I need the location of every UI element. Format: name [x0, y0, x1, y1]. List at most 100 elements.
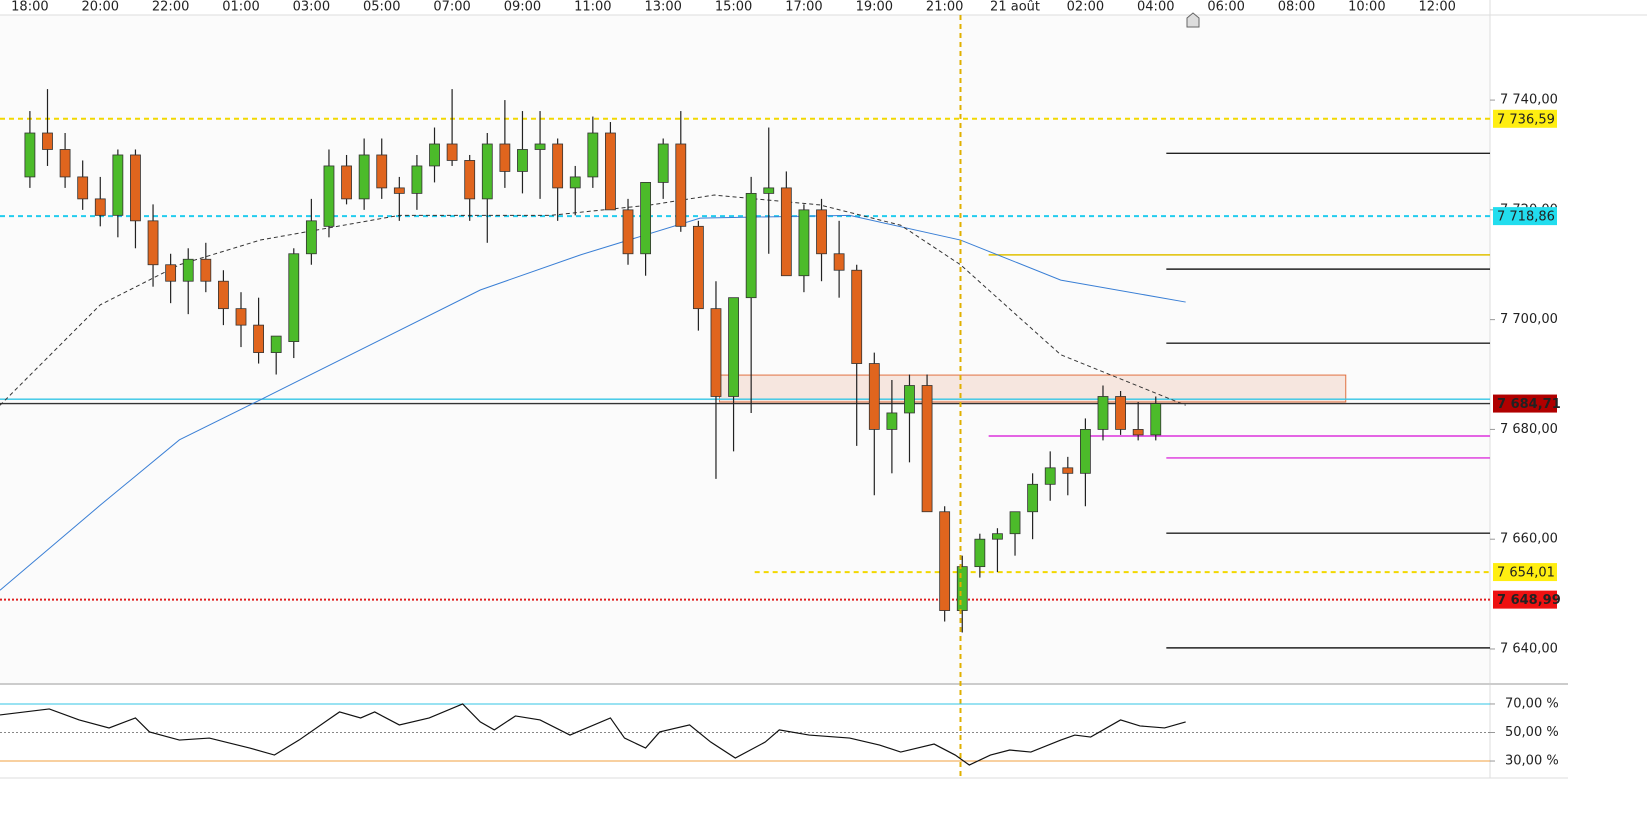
candle-body [77, 176, 89, 200]
x-tick-label: 20:00 [82, 0, 119, 15]
candle-body [1009, 511, 1021, 535]
candle-body [270, 335, 282, 353]
zone [718, 374, 1347, 403]
x-tick-label: 15:00 [715, 0, 752, 15]
price-badge-label: 7 654,01 [1497, 566, 1555, 581]
candle-body [1027, 483, 1039, 513]
candle-body [464, 160, 476, 200]
candle-body [710, 308, 722, 397]
home-icon[interactable] [1186, 12, 1200, 28]
moving-average [0, 214, 1186, 591]
candle-body [939, 511, 951, 611]
candle-body [640, 182, 652, 255]
candle-body [182, 258, 194, 282]
candle-body [94, 198, 106, 216]
y-tick-label: 7 640,00 [1500, 641, 1558, 656]
candle-body [165, 264, 177, 282]
candle-body [1079, 429, 1091, 474]
candle-body [429, 143, 440, 167]
x-tick-label: 18:00 [11, 0, 48, 15]
candle-body [1150, 403, 1162, 436]
candle-body [59, 149, 71, 178]
candle-body [517, 149, 528, 172]
candle-body [393, 187, 405, 194]
x-tick-label: 02:00 [1067, 0, 1104, 15]
y-tick-label: 7 680,00 [1500, 422, 1558, 437]
x-tick-label: 11:00 [574, 0, 611, 15]
x-tick-label: 17:00 [785, 0, 822, 15]
x-tick-label: 19:00 [856, 0, 893, 15]
x-tick-label: 01:00 [222, 0, 259, 15]
x-tick-label: 10:00 [1348, 0, 1385, 15]
price-badge-label: 7 718,86 [1497, 210, 1555, 225]
x-tick-label: 04:00 [1137, 0, 1174, 15]
candle-body [358, 154, 370, 200]
candle-body [147, 220, 159, 266]
candle-body [956, 566, 968, 611]
x-tick-label: 09:00 [504, 0, 541, 15]
price-badge-label: 7 684,71 [1497, 397, 1561, 412]
rsi-tick-label: 30,00 % [1505, 754, 1559, 769]
candle-body [481, 143, 493, 200]
price-badge [1493, 394, 1557, 413]
candle-body [816, 209, 827, 255]
candle-body [904, 385, 915, 414]
price-badge [1493, 207, 1557, 226]
price-badge-label: 7 648,99 [1497, 593, 1561, 608]
candle-body [728, 297, 739, 397]
candle-body [200, 258, 212, 282]
x-tick-label: 12:00 [1418, 0, 1455, 15]
candle-body [1115, 396, 1126, 430]
price-badge [1493, 563, 1557, 582]
candle-body [552, 143, 564, 189]
candle-body [1062, 467, 1074, 474]
x-tick-label: 07:00 [433, 0, 470, 15]
x-tick-label: 13:00 [644, 0, 681, 15]
x-tick-label: 22:00 [152, 0, 189, 15]
candle-body [534, 143, 546, 150]
candle-body [130, 154, 141, 222]
candle-body [1044, 467, 1056, 485]
x-tick-label: 05:00 [363, 0, 400, 15]
plot-background [0, 15, 1490, 683]
candle-body [605, 132, 616, 211]
price-badge [1493, 109, 1557, 128]
y-tick-label: 7 740,00 [1500, 93, 1558, 108]
candle-body [42, 132, 53, 150]
candle-body [692, 225, 704, 310]
candle-body [305, 220, 317, 255]
candle-body [745, 192, 757, 299]
x-tick-label: 06:00 [1207, 0, 1244, 15]
candle-body [411, 165, 423, 194]
candle-body [1097, 396, 1109, 430]
candle-body [675, 143, 687, 227]
candle-body [446, 143, 458, 161]
candle-body [780, 187, 792, 277]
candle-body [833, 253, 845, 271]
rsi-tick-label: 50,00 % [1505, 725, 1559, 740]
candle-body [868, 363, 880, 430]
candle-body [587, 132, 599, 178]
candle-body [921, 385, 933, 513]
rsi-line [0, 703, 1186, 766]
price-badge [1493, 590, 1557, 609]
candle-body [622, 209, 634, 255]
candle-body [974, 538, 986, 568]
candle-body [992, 533, 1003, 540]
candle-body [218, 280, 229, 310]
x-tick-label: 03:00 [293, 0, 330, 15]
candle-body [499, 143, 511, 172]
candle-body [376, 154, 388, 189]
candle-body [24, 132, 36, 178]
x-tick-label: 21:00 [926, 0, 963, 15]
candle-body [798, 209, 810, 277]
candle-body [341, 165, 352, 200]
candle-body [886, 412, 898, 430]
rsi-tick-label: 70,00 % [1505, 696, 1559, 711]
y-tick-label: 7 700,00 [1500, 312, 1558, 327]
candle-body [288, 253, 300, 342]
candle-body [112, 154, 124, 216]
candle-body [569, 176, 581, 189]
